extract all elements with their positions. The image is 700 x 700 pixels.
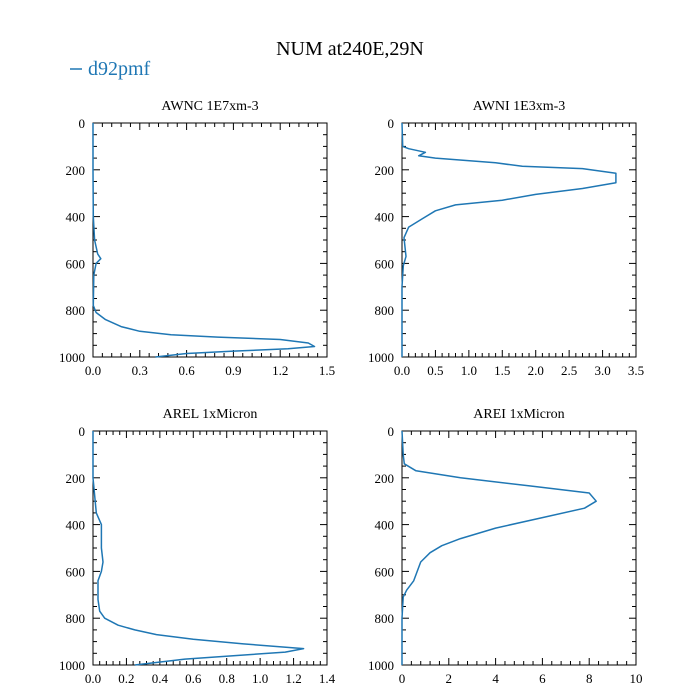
plot-frame (92, 122, 328, 358)
y-tick-label: 600 (66, 564, 86, 579)
y-tick-label: 800 (66, 303, 86, 318)
x-tick-label: 0.0 (85, 363, 101, 378)
x-tick-label: 0.4 (152, 671, 169, 686)
y-tick-label: 0 (79, 424, 86, 439)
x-tick-label: 0.2 (118, 671, 134, 686)
x-tick-label: 3.0 (594, 363, 610, 378)
x-tick-label: 0 (399, 671, 406, 686)
x-tick-label: 0.0 (394, 363, 410, 378)
x-tick-label: 4 (492, 671, 499, 686)
x-tick-label: 1.5 (319, 363, 335, 378)
y-tick-label: 400 (66, 210, 86, 225)
x-tick-label: 0.9 (225, 363, 241, 378)
plot-frame (92, 430, 328, 666)
y-tick-label: 0 (388, 116, 395, 131)
y-tick-label: 200 (375, 471, 395, 486)
y-tick-label: 400 (66, 518, 86, 533)
y-tick-label: 0 (79, 116, 86, 131)
y-tick-label: 800 (375, 611, 395, 626)
x-tick-label: 2.0 (528, 363, 544, 378)
x-tick-label: 3.5 (628, 363, 644, 378)
y-tick-label: 200 (375, 163, 395, 178)
x-tick-label: 0.5 (427, 363, 443, 378)
y-tick-label: 600 (375, 564, 395, 579)
x-tick-label: 2 (446, 671, 453, 686)
panel-title: AWNI 1E3xm-3 (473, 99, 566, 114)
y-tick-label: 800 (375, 303, 395, 318)
series-line-d92pmf (92, 431, 305, 666)
x-tick-label: 10 (630, 671, 643, 686)
y-tick-label: 200 (66, 471, 86, 486)
y-tick-label: 400 (375, 210, 395, 225)
series-line-d92pmf (92, 123, 316, 358)
y-tick-label: 1000 (368, 350, 394, 365)
figure-title: NUM at240E,29N (276, 38, 424, 60)
y-tick-label: 1000 (368, 658, 394, 673)
x-tick-label: 1.0 (252, 671, 268, 686)
panel-title: AREL 1xMicron (163, 407, 258, 422)
x-tick-label: 0.6 (178, 363, 195, 378)
y-tick-label: 600 (66, 256, 86, 271)
panel-4: AREI 1xMicron 0 200 400 600 800 1000 0 2 4 6 8 10 (368, 407, 643, 686)
legend-label: d92pmf (88, 58, 151, 80)
series-line-d92pmf (401, 122, 617, 357)
x-tick-label: 8 (586, 671, 593, 686)
x-tick-label: 0.0 (85, 671, 101, 686)
x-tick-label: 0.6 (185, 671, 202, 686)
legend: d92pmf (70, 58, 151, 80)
x-tick-label: 0.3 (132, 363, 148, 378)
panel-title: AWNC 1E7xm-3 (161, 99, 258, 114)
x-tick-label: 1.4 (319, 671, 336, 686)
y-tick-label: 400 (375, 518, 395, 533)
x-tick-label: 2.5 (561, 363, 577, 378)
x-tick-label: 1.5 (494, 363, 510, 378)
panel-title: AREI 1xMicron (473, 407, 564, 422)
x-tick-label: 6 (539, 671, 546, 686)
y-tick-label: 1000 (59, 350, 85, 365)
x-tick-label: 1.0 (461, 363, 477, 378)
y-tick-label: 1000 (59, 658, 85, 673)
x-tick-label: 1.2 (285, 671, 301, 686)
y-tick-label: 600 (375, 256, 395, 271)
y-tick-label: 200 (66, 163, 86, 178)
x-tick-label: 0.8 (219, 671, 235, 686)
series-line-d92pmf (401, 430, 597, 665)
y-tick-label: 800 (66, 611, 86, 626)
y-tick-label: 0 (388, 424, 395, 439)
x-tick-label: 1.2 (272, 363, 288, 378)
